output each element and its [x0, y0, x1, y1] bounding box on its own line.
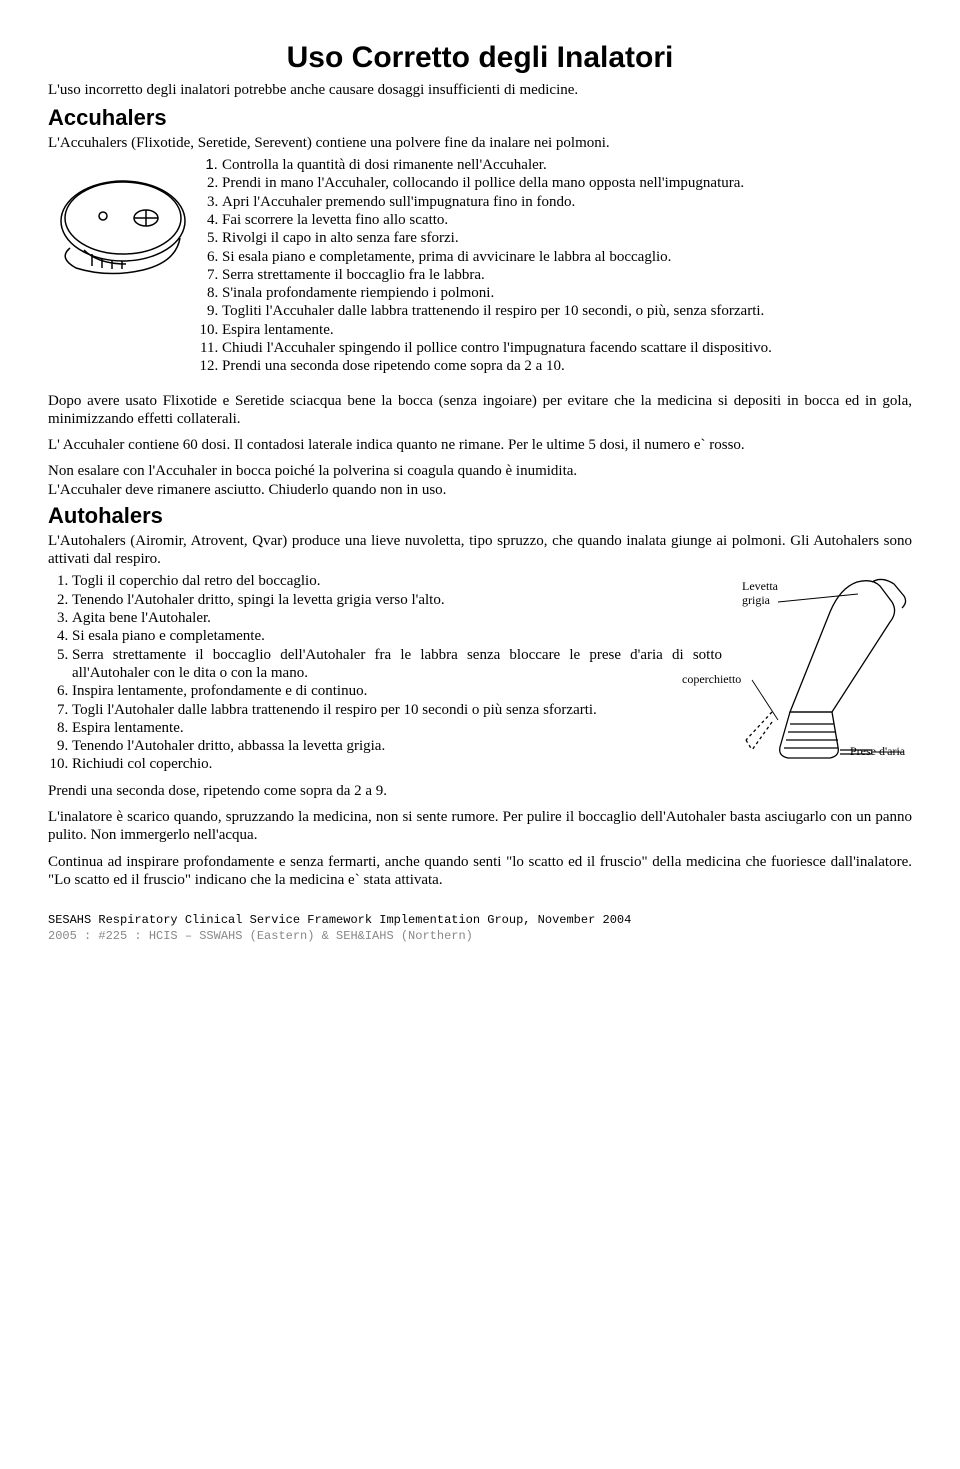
- accuhalers-heading: Accuhalers: [48, 105, 912, 132]
- accuhalers-note-3a: Non esalare con l'Accuhaler in bocca poi…: [48, 463, 577, 479]
- list-item: Fai scorrere la levetta fino allo scatto…: [222, 211, 912, 229]
- page-footer: SESAHS Respiratory Clinical Service Fram…: [48, 913, 912, 944]
- label-lever: Levetta grigia: [742, 580, 792, 606]
- accuhalers-intro: L'Accuhalers (Flixotide, Seretide, Serev…: [48, 134, 912, 152]
- list-item: Prendi una seconda dose ripetendo come s…: [222, 357, 912, 375]
- list-item: S'inala profondamente riempiendo i polmo…: [222, 284, 912, 302]
- list-item: Si esala piano e completamente, prima di…: [222, 248, 912, 266]
- footer-line-1: SESAHS Respiratory Clinical Service Fram…: [48, 913, 912, 929]
- page-title: Uso Corretto degli Inalatori: [48, 40, 912, 77]
- label-cap: coperchietto: [682, 672, 741, 687]
- autohalers-intro: L'Autohalers (Airomir, Atrovent, Qvar) p…: [48, 532, 912, 569]
- list-item: Apri l'Accuhaler premendo sull'impugnatu…: [222, 193, 912, 211]
- list-item: Controlla la quantità di dosi rimanente …: [222, 156, 912, 174]
- footer-line-2: 2005 : #225 : HCIS – SSWAHS (Eastern) & …: [48, 929, 912, 945]
- accuhalers-steps: Controlla la quantità di dosi rimanente …: [198, 156, 912, 376]
- autohaler-illustration: Levetta grigia coperchietto Prese d'aria: [722, 572, 912, 772]
- autohalers-note-1: L'inalatore è scarico quando, spruzzando…: [48, 808, 912, 845]
- accuhaler-illustration: [48, 156, 198, 276]
- list-item: Agita bene l'Autohaler.: [72, 609, 722, 627]
- list-item: Serra strettamente il boccaglio dell'Aut…: [72, 646, 722, 683]
- autohalers-note-2: Continua ad inspirare profondamente e se…: [48, 853, 912, 890]
- page-subtitle: L'uso incorretto degli inalatori potrebb…: [48, 81, 912, 99]
- accuhalers-note-2: L' Accuhaler contiene 60 dosi. Il contad…: [48, 436, 912, 454]
- accuhalers-note-3b: L'Accuhaler deve rimanere asciutto. Chiu…: [48, 482, 446, 498]
- list-item: Espira lentamente.: [222, 321, 912, 339]
- list-item: Chiudi l'Accuhaler spingendo il pollice …: [222, 339, 912, 357]
- list-item: Togli l'Autohaler dalle labbra trattenen…: [72, 701, 722, 719]
- accuhalers-note-1: Dopo avere usato Flixotide e Seretide sc…: [48, 392, 912, 429]
- autohalers-afterlist: Prendi una seconda dose, ripetendo come …: [48, 782, 722, 800]
- autohalers-heading: Autohalers: [48, 503, 912, 530]
- list-item: Tenendo l'Autohaler dritto, spingi la le…: [72, 591, 722, 609]
- list-item: Serra strettamente il boccaglio fra le l…: [222, 266, 912, 284]
- list-item: Richiudi col coperchio.: [72, 755, 722, 773]
- list-item: Prendi in mano l'Accuhaler, collocando i…: [222, 174, 912, 192]
- list-item: Espira lentamente.: [72, 719, 722, 737]
- list-item: Togli il coperchio dal retro del boccagl…: [72, 572, 722, 590]
- autohalers-steps: Togli il coperchio dal retro del boccagl…: [48, 572, 722, 773]
- list-item: Tenendo l'Autohaler dritto, abbassa la l…: [72, 737, 722, 755]
- list-item: Rivolgi il capo in alto senza fare sforz…: [222, 229, 912, 247]
- list-item: Si esala piano e completamente.: [72, 627, 722, 645]
- list-item: Inspira lentamente, profondamente e di c…: [72, 682, 722, 700]
- list-item: Togliti l'Accuhaler dalle labbra tratten…: [222, 302, 912, 320]
- label-vents: Prese d'aria: [850, 744, 920, 759]
